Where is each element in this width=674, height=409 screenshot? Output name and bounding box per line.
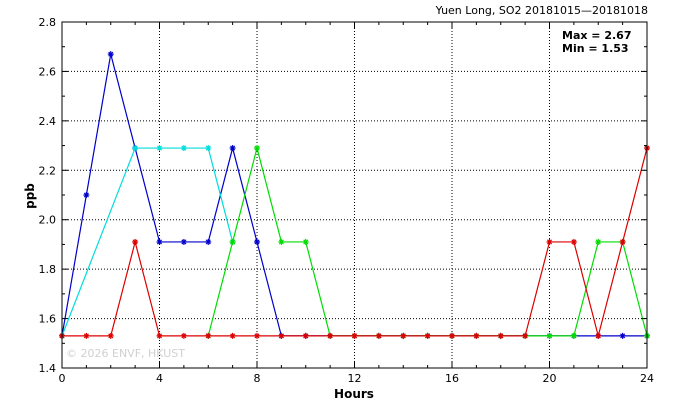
data-point [254,145,260,152]
data-point [132,145,139,152]
data-point [156,332,163,339]
data-point [327,332,334,339]
chart-title: Yuen Long, SO2 20181015—20181018 [435,4,648,17]
data-point [205,145,212,152]
tick-labels: 0 4 8 12 16 20 24 1.4 1.6 1.8 2.0 2.2 2.4 2.6 2.8 [39,16,655,385]
x-tick-label: 16 [445,372,459,385]
series-layer [59,51,650,339]
y-tick-label: 2.6 [39,65,57,78]
axis-ticks [61,21,648,369]
x-axis-label: Hours [334,387,374,401]
data-point [595,332,602,339]
data-point [278,238,285,245]
data-point [254,238,260,245]
data-point [156,145,163,152]
data-point [449,332,455,339]
series-line [61,147,234,337]
data-point [302,332,309,339]
grid-lines [62,22,647,368]
data-point [570,238,577,245]
data-point [132,238,139,245]
x-tick-label: 8 [254,372,261,385]
x-tick-label: 0 [59,372,66,385]
x-tick-label: 24 [640,372,654,385]
data-point [375,332,382,339]
data-point [83,192,90,198]
data-point [595,238,602,245]
data-point [229,332,236,339]
data-point [497,332,504,339]
data-point [351,332,358,339]
data-point [522,332,529,339]
max-annotation: Max = 2.67 [562,29,631,42]
y-tick-label: 1.6 [39,313,57,326]
x-tick-label: 12 [348,372,362,385]
data-point [156,238,163,245]
y-tick-label: 1.4 [39,362,57,375]
data-point [180,145,187,152]
data-point [619,332,626,339]
data-point [254,332,260,339]
data-point [180,238,187,245]
data-point [205,332,212,339]
data-point [546,238,553,245]
x-tick-label: 20 [543,372,557,385]
data-point [205,238,212,245]
series-line [61,53,647,337]
data-point [619,238,626,245]
data-point [83,332,90,339]
data-point [107,51,114,58]
y-tick-label: 2.2 [39,164,57,177]
y-tick-label: 2.8 [39,16,57,29]
min-annotation: Min = 1.53 [562,42,629,55]
data-point [302,238,309,245]
data-point [229,238,236,245]
series-2 [205,145,650,339]
data-point [570,332,577,339]
data-point [180,332,187,339]
data-point [424,332,431,339]
x-tick-label: 4 [156,372,163,385]
data-point [473,332,480,339]
y-tick-label: 2.0 [39,214,57,227]
data-point [546,332,553,339]
data-point [278,332,285,339]
data-point [107,332,114,339]
watermark: © 2026 ENVF, HKUST [66,347,185,360]
y-tick-label: 2.4 [39,115,57,128]
data-point [229,145,236,152]
y-axis-label: ppb [23,183,37,209]
data-point [400,332,407,339]
y-tick-label: 1.8 [39,263,57,276]
series-3 [59,145,650,339]
